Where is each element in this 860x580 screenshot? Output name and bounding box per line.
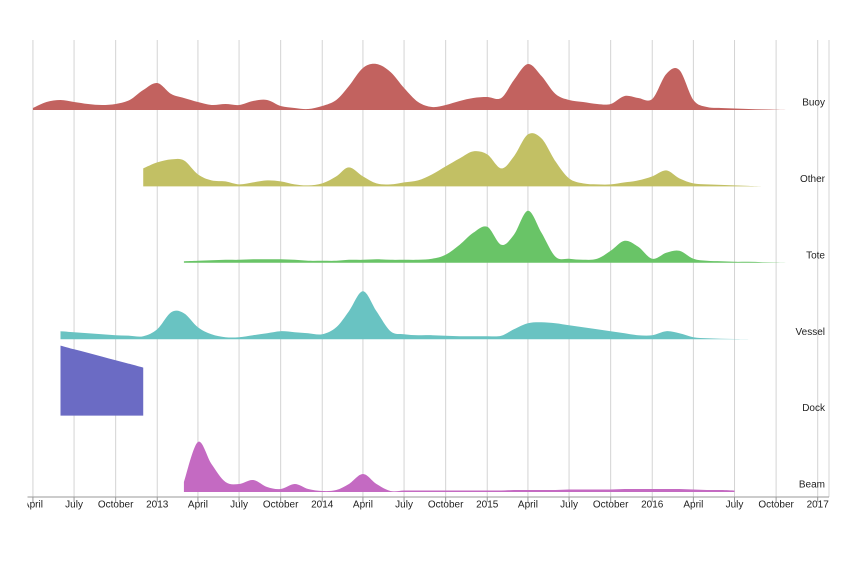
series-label: Other (800, 174, 826, 185)
x-tick-label: 2014 (311, 500, 334, 511)
series-label: Beam (799, 480, 825, 491)
ridges (32, 63, 791, 492)
x-tick-label: July (230, 500, 248, 511)
ridge-area (143, 133, 763, 187)
x-tick-label: 2015 (476, 500, 499, 511)
ridge-area (32, 63, 791, 110)
x-tick-label: July (560, 500, 578, 511)
x-tick-label: 2016 (641, 500, 664, 511)
x-tick-label: April (518, 500, 538, 511)
x-tick-label: April (188, 500, 208, 511)
series-labels: Buoy Other Tote Vessel Dock Beam (796, 98, 826, 491)
x-tick-label: October (263, 500, 299, 511)
x-axis: April July October 2013 April July October 2014… (23, 496, 830, 511)
x-tick-label: July (726, 500, 744, 511)
series-label: Vessel (796, 327, 825, 338)
x-tick-label: 2013 (146, 500, 169, 511)
x-tick-label: July (65, 500, 83, 511)
x-tick-label: April (353, 500, 373, 511)
x-tick-label: April (23, 500, 43, 511)
ridge-area (183, 441, 735, 492)
ridge-area (183, 210, 791, 263)
grid (32, 40, 830, 497)
ridge-area (60, 345, 144, 416)
x-tick-label: April (683, 500, 703, 511)
x-tick-label: October (758, 500, 794, 511)
series-label: Dock (802, 403, 826, 414)
x-tick-label: October (428, 500, 464, 511)
x-tick-label: October (593, 500, 629, 511)
series-label: Buoy (802, 98, 825, 109)
x-tick-label: October (98, 500, 134, 511)
x-tick-label: 2017 (807, 500, 830, 511)
series-label: Tote (806, 250, 825, 261)
ridge-area (60, 291, 749, 340)
x-tick-label: July (395, 500, 413, 511)
